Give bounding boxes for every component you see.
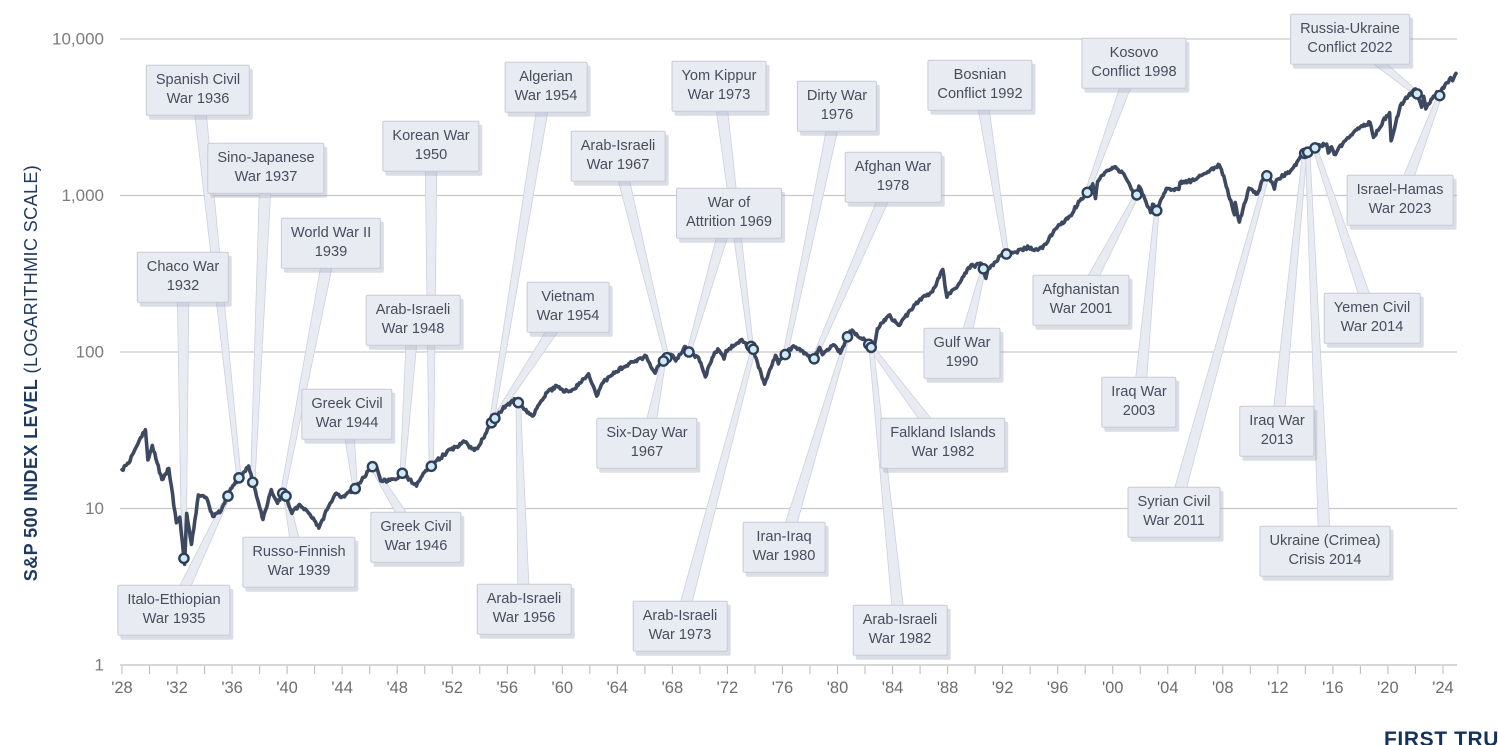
x-tick-label: '80: [827, 679, 849, 697]
event-marker: [1433, 89, 1446, 102]
x-tick-label: '28: [111, 679, 133, 697]
leader-line: [515, 402, 531, 610]
y-axis-title-main: S&P 500 INDEX LEVEL: [21, 378, 41, 582]
event-marker: [1150, 204, 1163, 217]
event-marker: [747, 343, 760, 356]
x-tick-label: '24: [1432, 679, 1454, 697]
x-tick-label: '60: [552, 679, 574, 697]
x-tick-label: '88: [937, 679, 959, 697]
x-tick-label: '36: [221, 679, 243, 697]
event-marker: [683, 346, 695, 358]
event-marker: [841, 331, 854, 343]
leader-line: [280, 241, 338, 495]
leader-line: [399, 319, 420, 474]
x-tick-label: '32: [166, 679, 188, 697]
x-tick-label: '20: [1377, 679, 1399, 697]
x-tick-label: '56: [497, 679, 519, 697]
event-marker: [512, 396, 525, 409]
x-tick-label: '92: [992, 679, 1014, 697]
event-marker: [233, 472, 245, 484]
x-tick-label: '72: [717, 679, 739, 697]
leader-line: [1167, 174, 1270, 515]
sp500-line: [120, 71, 1458, 567]
event-marker: [1309, 142, 1321, 154]
y-tick-label: 1: [95, 656, 104, 675]
leader-line: [1084, 60, 1141, 194]
event-marker: [396, 467, 409, 480]
event-marker: [1081, 186, 1094, 199]
x-tick-label: '64: [607, 679, 629, 697]
y-tick-label: 10: [85, 499, 104, 518]
x-tick-label: '44: [331, 679, 353, 697]
x-tick-label: '12: [1267, 679, 1289, 697]
event-marker: [280, 490, 292, 502]
event-marker: [865, 341, 878, 354]
event-marker: [178, 552, 190, 565]
event-marker: [1131, 189, 1143, 201]
event-marker: [1411, 88, 1423, 100]
leader-line: [191, 88, 242, 479]
event-marker: [779, 348, 792, 361]
event-marker: [489, 412, 501, 425]
leader-line: [424, 145, 438, 467]
x-tick-label: '40: [276, 679, 298, 697]
leader-line: [340, 412, 358, 490]
leader-line: [1393, 94, 1443, 203]
event-marker: [657, 355, 670, 367]
leader-line: [1132, 209, 1160, 403]
y-axis-title-sub: (LOGARITHMIC SCALE): [21, 164, 41, 379]
x-tick-label: '48: [386, 679, 408, 697]
x-tick-label: '96: [1047, 679, 1069, 697]
leader-line: [712, 84, 754, 348]
event-marker: [1000, 248, 1013, 260]
leader-line: [686, 210, 736, 354]
leader-line: [1312, 146, 1379, 321]
event-marker: [977, 263, 990, 275]
leader-line: [1345, 33, 1420, 97]
x-tick-label: '04: [1157, 679, 1179, 697]
first-trust-logo: FIRST TRUST: [1384, 728, 1498, 745]
event-marker: [349, 482, 362, 495]
x-tick-label: '76: [772, 679, 794, 697]
x-tick-label: '68: [662, 679, 684, 697]
event-marker: [425, 460, 438, 473]
x-tick-label: '16: [1322, 679, 1344, 697]
y-tick-label: 100: [76, 343, 104, 362]
leader-line: [673, 348, 756, 629]
y-axis-title: S&P 500 INDEX LEVEL (LOGARITHMIC SCALE): [21, 93, 43, 653]
leader-line: [611, 154, 670, 359]
x-tick-label: '08: [1212, 679, 1234, 697]
leader-line: [1075, 193, 1140, 304]
leader-line: [777, 335, 851, 550]
leader-line: [973, 83, 1009, 255]
x-tick-label: '84: [882, 679, 904, 697]
y-tick-label: 10,000: [52, 30, 104, 49]
event-marker: [222, 490, 234, 502]
leader-line: [250, 167, 273, 483]
x-tick-label: '00: [1102, 679, 1124, 697]
y-tick-label: 1,000: [61, 186, 104, 205]
event-marker: [246, 476, 259, 489]
event-marker: [366, 460, 379, 473]
event-marker: [1261, 170, 1273, 182]
event-marker: [808, 352, 820, 365]
x-tick-label: '52: [441, 679, 463, 697]
